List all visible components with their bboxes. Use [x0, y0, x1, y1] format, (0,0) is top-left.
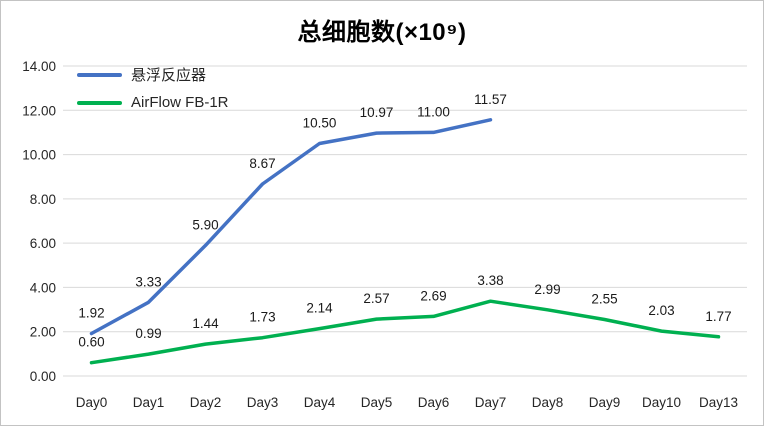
legend-label: AirFlow FB-1R — [131, 94, 229, 111]
x-axis-tick-label: Day4 — [304, 395, 336, 410]
x-axis-tick-label: Day2 — [190, 395, 222, 410]
data-label: 2.03 — [648, 303, 674, 318]
legend: 悬浮反应器 AirFlow FB-1R — [77, 65, 229, 112]
data-label: 1.92 — [78, 305, 104, 320]
x-axis-tick-label: Day0 — [76, 395, 108, 410]
data-label: 2.14 — [306, 301, 333, 316]
data-label: 1.44 — [192, 316, 219, 331]
legend-label: 悬浮反应器 — [131, 67, 207, 84]
data-label: 1.77 — [705, 309, 731, 324]
x-axis-tick-label: Day13 — [699, 395, 738, 410]
x-axis-tick-label: Day8 — [532, 395, 564, 410]
legend-swatch-line-icon — [77, 100, 122, 105]
data-label: 11.57 — [474, 92, 507, 107]
data-label: 10.97 — [360, 105, 394, 120]
y-axis-tick-label: 4.00 — [30, 280, 56, 295]
data-label: 3.38 — [477, 273, 503, 288]
data-label: 3.33 — [135, 274, 161, 289]
data-label: 2.57 — [363, 291, 389, 306]
data-label: 2.99 — [534, 282, 560, 297]
x-axis-tick-label: Day7 — [475, 395, 507, 410]
data-label: 5.90 — [192, 217, 218, 232]
y-axis-tick-label: 6.00 — [30, 236, 56, 251]
x-axis-tick-label: Day3 — [247, 395, 279, 410]
y-axis-tick-label: 0.00 — [30, 369, 56, 384]
data-label: 1.73 — [249, 310, 275, 325]
data-label: 10.50 — [303, 116, 337, 131]
legend-item-suspension-reactor[interactable]: 悬浮反应器 — [77, 65, 229, 84]
data-label: 0.60 — [78, 335, 104, 350]
data-label: 11.00 — [417, 104, 450, 119]
data-label: 2.55 — [591, 292, 617, 307]
series-line-1[interactable] — [89, 299, 721, 365]
x-axis-tick-label: Day9 — [589, 395, 621, 410]
data-label: 0.99 — [135, 326, 161, 341]
x-axis-tick-label: Day6 — [418, 395, 450, 410]
y-axis-tick-label: 8.00 — [30, 192, 56, 207]
data-label: 2.69 — [420, 288, 446, 303]
x-axis-tick-label: Day1 — [133, 395, 165, 410]
legend-item-airflow-fb-1r[interactable]: AirFlow FB-1R — [77, 93, 229, 112]
y-axis-tick-label: 14.00 — [22, 59, 56, 74]
y-axis-tick-label: 12.00 — [22, 103, 56, 118]
y-axis-tick-label: 10.00 — [22, 148, 56, 163]
data-label: 8.67 — [249, 156, 275, 171]
x-axis-tick-label: Day5 — [361, 395, 393, 410]
chart-title: 总细胞数(×10⁹) — [297, 19, 467, 46]
series-line-0[interactable] — [89, 118, 493, 336]
y-axis-tick-label: 2.00 — [30, 325, 56, 340]
legend-swatch-line-icon — [77, 72, 122, 77]
x-axis-tick-label: Day10 — [642, 395, 681, 410]
